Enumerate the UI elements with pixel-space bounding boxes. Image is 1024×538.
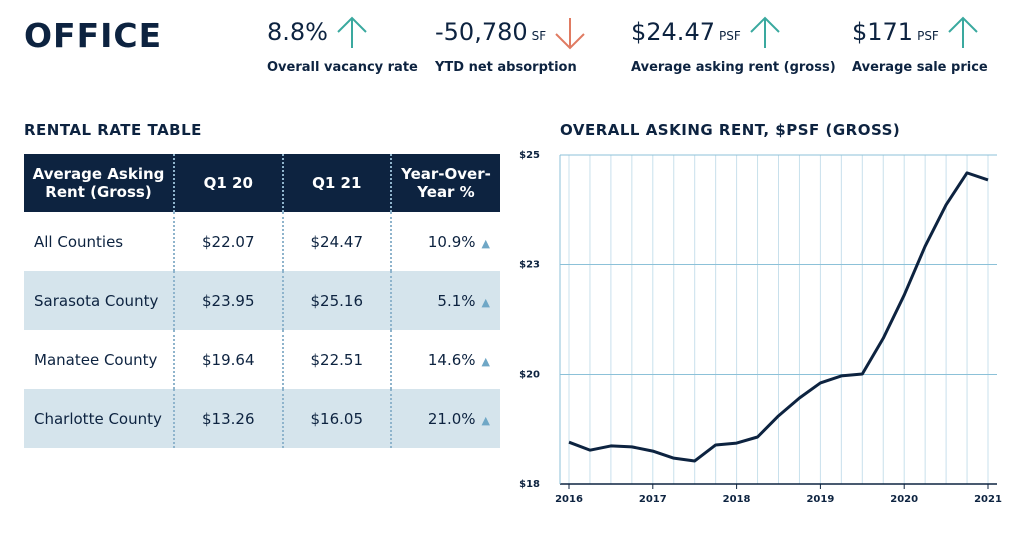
cell-text: $23.95	[202, 291, 255, 310]
stat-value: $171 PSF	[852, 18, 939, 46]
stat-number: 8.8%	[267, 18, 328, 46]
x-tick-label: 2017	[639, 494, 667, 505]
cell-text: $22.07	[202, 232, 255, 251]
y-tick-label: $20	[519, 369, 540, 380]
cell-text: 21.0%	[427, 409, 476, 428]
table-cell: $23.95	[173, 271, 283, 330]
up-triangle: ▲	[481, 295, 490, 309]
trend-arrow	[555, 18, 585, 50]
column-header: Q1 20	[173, 154, 283, 212]
cell-text: 10.9%	[427, 232, 476, 251]
x-tick-label: 2020	[890, 494, 918, 505]
stat-label: Average asking rent (gross)	[631, 60, 836, 75]
table-cell: 5.1% ▲	[390, 271, 500, 330]
up-triangle: ▲	[481, 413, 490, 427]
up-triangle: ▲	[481, 236, 490, 250]
table-cell: 14.6% ▲	[390, 330, 500, 389]
cell-text: Manatee County	[34, 350, 158, 369]
table-cell: 21.0% ▲	[390, 389, 500, 448]
table-cell: $22.51	[281, 330, 391, 389]
header-row: Average Asking Rent (Gross) Q1 20 Q1 21 …	[24, 154, 500, 212]
page-title: OFFICE	[24, 16, 163, 55]
table-title: RENTAL RATE TABLE	[24, 121, 202, 139]
stat-label: YTD net absorption	[435, 60, 577, 75]
x-tick-label: 2018	[723, 494, 751, 505]
x-tick-label: 2019	[806, 494, 834, 505]
table-cell: $25.16	[281, 271, 391, 330]
y-tick-label: $25	[519, 150, 540, 161]
stat-value: 8.8%	[267, 18, 328, 46]
table-cell: Manatee County	[24, 330, 174, 389]
stat-label: Overall vacancy rate	[267, 60, 418, 75]
table-cell: 10.9% ▲	[390, 212, 500, 271]
stat-value: $24.47 PSF	[631, 18, 741, 46]
trend-arrow	[948, 16, 978, 48]
stat-number: -50,780	[435, 18, 528, 46]
stat-label: Average sale price	[852, 60, 988, 75]
cell-text: Sarasota County	[34, 291, 159, 310]
stat-unit: SF	[531, 29, 547, 43]
stat-unit: PSF	[718, 29, 741, 43]
column-header: Year-Over-Year %	[390, 154, 500, 212]
table-row: Charlotte County $13.26 $16.05 21.0% ▲	[24, 389, 500, 448]
cell-text: $13.26	[202, 409, 255, 428]
stat-value: -50,780 SF	[435, 18, 546, 46]
cell-text: All Counties	[34, 232, 124, 251]
rental-table: Average Asking Rent (Gross) Q1 20 Q1 21 …	[24, 154, 500, 448]
stat-unit: PSF	[917, 29, 939, 43]
table-row: Manatee County $19.64 $22.51 14.6% ▲	[24, 330, 500, 389]
stat-number: $24.47	[631, 18, 715, 46]
cell-text: 14.6%	[427, 350, 476, 369]
cell-text: $19.64	[202, 350, 255, 369]
trend-arrow	[750, 16, 780, 48]
cell-text: 5.1%	[437, 291, 476, 310]
table-cell: Sarasota County	[24, 271, 174, 330]
table-cell: All Counties	[24, 212, 174, 271]
table-cell: $19.64	[173, 330, 283, 389]
stat-number: $171	[852, 18, 914, 46]
table-row: All Counties $22.07 $24.47 10.9% ▲	[24, 212, 500, 271]
table-row: Sarasota County $23.95 $25.16 5.1% ▲	[24, 271, 500, 330]
cell-text: Charlotte County	[34, 409, 162, 428]
column-header: Q1 21	[281, 154, 391, 212]
cell-text: $24.47	[310, 232, 364, 251]
cell-text: $25.16	[310, 291, 364, 310]
chart-title: OVERALL ASKING RENT, $PSF (GROSS)	[560, 121, 901, 139]
table-cell: $13.26	[173, 389, 283, 448]
line-series	[568, 171, 989, 463]
trend-arrow	[337, 16, 367, 48]
table-cell: $24.47	[281, 212, 391, 271]
up-triangle: ▲	[481, 354, 490, 368]
cell-text: $22.51	[310, 350, 364, 369]
table-cell: $22.07	[173, 212, 283, 271]
column-header: Average Asking Rent (Gross)	[24, 154, 174, 212]
table-cell: Charlotte County	[24, 389, 174, 448]
y-tick-label: $18	[519, 479, 540, 490]
x-tick-label: 2021	[974, 494, 1002, 505]
table-cell: $16.05	[281, 389, 391, 448]
y-tick-label: $23	[519, 260, 540, 271]
x-tick-label: 2016	[555, 494, 583, 505]
cell-text: $16.05	[310, 409, 364, 428]
